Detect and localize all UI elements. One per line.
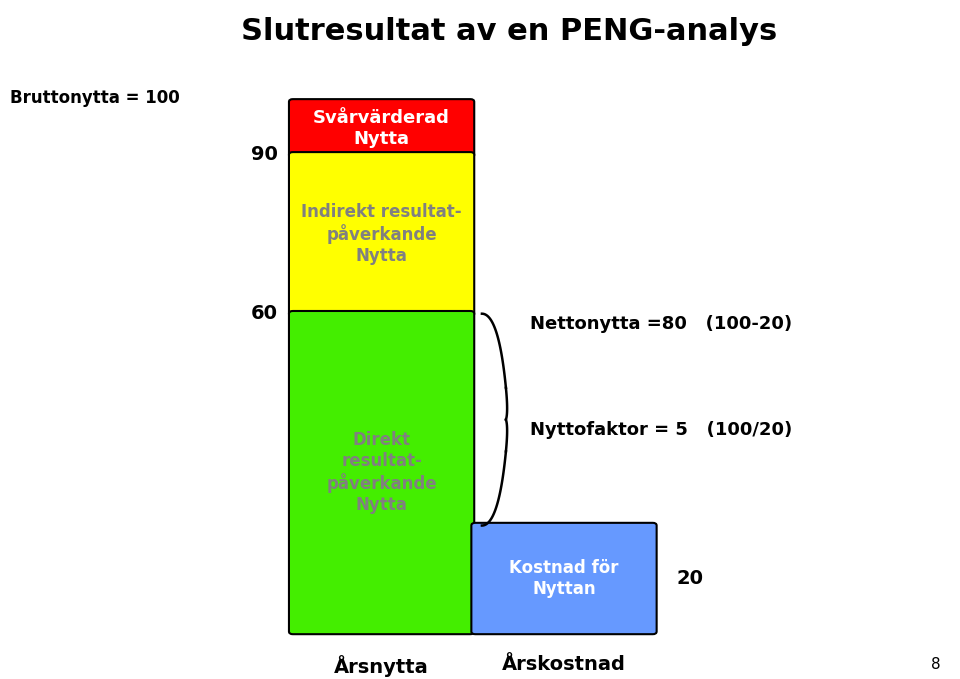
Text: Årsnytta: Årsnytta [334,655,429,677]
FancyBboxPatch shape [289,152,474,316]
Text: Årskostnad: Årskostnad [502,655,626,674]
FancyBboxPatch shape [289,99,474,158]
FancyBboxPatch shape [471,523,657,634]
Text: 90: 90 [251,145,277,164]
Text: Direkt
resultat-
påverkande
Nytta: Direkt resultat- påverkande Nytta [326,431,437,514]
Text: Nyttofaktor = 5   (100/20): Nyttofaktor = 5 (100/20) [530,421,792,439]
Text: Nettonytta =80   (100-20): Nettonytta =80 (100-20) [530,315,792,333]
Text: 20: 20 [677,569,704,588]
Text: Indirekt resultat-
påverkande
Nytta: Indirekt resultat- påverkande Nytta [301,203,462,265]
FancyBboxPatch shape [289,311,474,634]
Text: Bruttonytta = 100: Bruttonytta = 100 [10,90,180,107]
Text: Slutresultat av en PENG-analys: Slutresultat av en PENG-analys [241,17,777,46]
Text: Svårvärderad
Nytta: Svårvärderad Nytta [313,109,450,148]
Text: 60: 60 [251,304,277,323]
Text: Kostnad för
Nyttan: Kostnad för Nyttan [509,559,619,598]
Text: 8: 8 [931,657,941,672]
